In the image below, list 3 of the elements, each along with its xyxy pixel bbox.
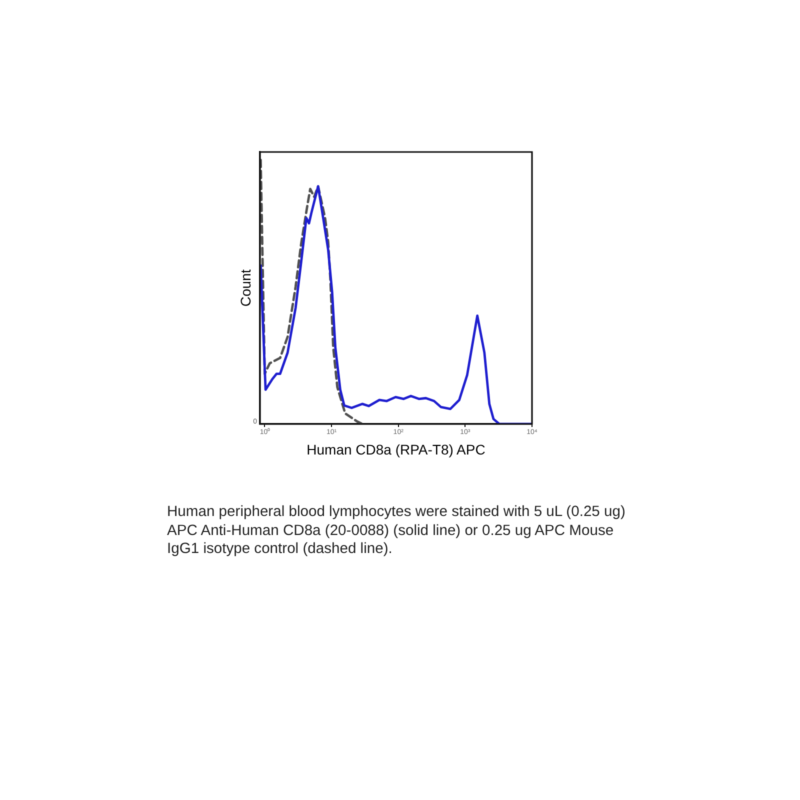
text: Human peripheral blood lymphocytes were stained with 5 uL (0.25 ug) APC Anti-Human CD8a (20-0088) (solid line) or 0.25 ug APC Mouse IgG1 isotype control (dashed line). <box>167 503 626 558</box>
x-axis-title: Human CD8a (RPA-T8) APC <box>306 441 486 458</box>
y-axis-title: Count <box>237 269 254 307</box>
